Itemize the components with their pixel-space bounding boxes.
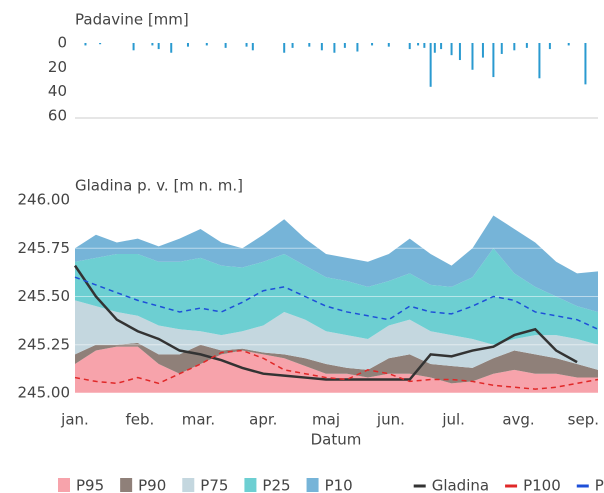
y-tick-label: 60 <box>48 107 67 125</box>
legend-label: P100 <box>523 477 561 493</box>
bar <box>525 43 528 48</box>
x-tick-label: avg. <box>502 411 534 429</box>
y-tick-label: 245.00 <box>18 384 71 402</box>
bar <box>471 43 474 70</box>
bar <box>417 43 420 46</box>
level-title: Gladina p. v. [m n. m.] <box>75 177 243 195</box>
y-tick-label: 0 <box>57 34 67 52</box>
percentile-band <box>75 342 598 384</box>
x-tick-label: mar. <box>182 411 215 429</box>
x-tick-label: sep. <box>568 411 599 429</box>
bar <box>423 43 426 48</box>
bar <box>408 43 411 50</box>
x-tick-label: feb. <box>125 411 154 429</box>
x-tick-label: maj <box>312 411 340 429</box>
bar <box>320 43 323 51</box>
bar <box>132 43 135 51</box>
series-line <box>74 349 599 390</box>
bar <box>513 43 516 51</box>
y-tick-label: 246.00 <box>18 191 71 209</box>
legend-label: Gladina <box>432 477 489 493</box>
bar <box>492 43 495 78</box>
y-tick-label: 245.50 <box>18 287 71 305</box>
series-line <box>73 264 578 381</box>
legend-label: P95 <box>76 477 104 493</box>
bar <box>157 43 160 50</box>
bar <box>387 43 390 47</box>
bar <box>251 43 254 51</box>
series-line <box>74 276 599 330</box>
legend-swatch <box>244 478 257 492</box>
legend-label: P0 <box>595 477 604 493</box>
bar <box>481 43 484 58</box>
percentile-band <box>75 346 598 393</box>
bar <box>500 43 503 54</box>
bar <box>584 43 587 85</box>
bar <box>450 43 453 56</box>
legend-swatch <box>306 478 319 492</box>
bar <box>433 43 436 53</box>
legend-swatch <box>58 478 70 492</box>
percentile-band <box>75 215 598 312</box>
bar <box>548 43 551 50</box>
bar <box>308 43 311 47</box>
bar <box>99 43 102 45</box>
y-tick-label: 40 <box>48 82 67 100</box>
x-axis-label: Datum <box>311 431 362 449</box>
bar <box>538 43 541 79</box>
legend-label: P25 <box>262 477 290 493</box>
legend-swatch <box>120 478 133 492</box>
bar <box>245 43 248 47</box>
legend-label: P90 <box>138 477 166 493</box>
bar <box>84 43 87 46</box>
x-tick-label: apr. <box>249 411 277 429</box>
legend-label: P75 <box>200 477 228 493</box>
x-tick-label: jan. <box>60 411 89 429</box>
bar <box>291 43 294 48</box>
y-tick-label: 20 <box>48 58 67 76</box>
y-tick-label: 245.75 <box>18 239 71 257</box>
bar <box>567 43 570 46</box>
precip-title: Padavine [mm] <box>75 11 189 29</box>
bar <box>440 43 443 50</box>
legend-swatch <box>182 478 195 492</box>
bar <box>205 43 208 46</box>
bar <box>186 43 189 47</box>
y-tick-label: 245.25 <box>18 335 71 353</box>
bar <box>170 43 173 53</box>
bar <box>283 43 286 53</box>
legend-label: P10 <box>325 477 353 493</box>
bar <box>333 43 336 53</box>
bar <box>429 43 432 87</box>
x-tick-label: jun. <box>376 411 405 429</box>
bar <box>458 43 461 61</box>
bar <box>224 43 227 48</box>
bar <box>371 43 374 46</box>
bar <box>151 43 154 46</box>
x-tick-label: jul. <box>441 411 465 429</box>
bar <box>356 43 359 52</box>
bar <box>343 43 346 48</box>
